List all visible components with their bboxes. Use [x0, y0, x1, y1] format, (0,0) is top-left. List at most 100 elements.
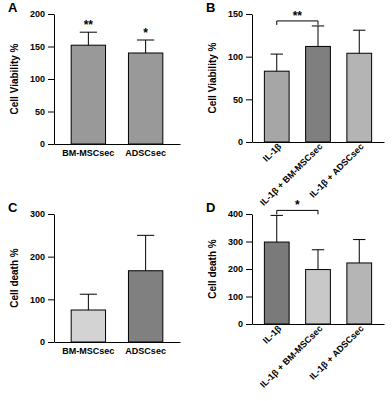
y-tick-mark [48, 112, 54, 113]
y-tick-mark [48, 144, 54, 145]
error-bar [312, 250, 324, 270]
plot-area [264, 26, 371, 142]
y-tick-label: 50 [233, 95, 243, 105]
bar [71, 45, 105, 144]
panel-title: C [8, 200, 18, 215]
y-tick-label: 100 [228, 292, 243, 302]
x-tick-label: BM-MSCsec [62, 148, 114, 158]
y-tick: 50 [35, 107, 54, 117]
x-axis: BM-MSCsecADSCsec [55, 144, 181, 158]
x-tick-label: IL-1β + ADSCsec [308, 323, 366, 381]
y-tick-mark [246, 324, 252, 325]
bar [347, 53, 372, 142]
y-tick-label: 0 [40, 139, 45, 149]
y-tick: 150 [228, 9, 252, 19]
y-axis: 050100150 [228, 9, 253, 147]
y-axis-title: Cell death % [9, 248, 20, 308]
y-tick: 400 [228, 209, 252, 219]
y-tick-label: 300 [30, 209, 45, 219]
error-bar [353, 30, 365, 53]
significance-label: * [295, 198, 300, 212]
x-axis: IL-1βIL-1β + BM-MSCsecIL-1β + ADSCsec [253, 141, 385, 208]
error-bar-cap [353, 30, 365, 31]
error-bar-stem [145, 235, 146, 270]
error-bar-cap [312, 249, 324, 250]
y-tick-mark [48, 14, 54, 15]
y-tick-mark [48, 299, 54, 300]
bar [128, 53, 162, 144]
bar [264, 71, 289, 142]
plot-area [264, 215, 371, 324]
panel: 0 100 200 300 BM-MSCsec ADSCsec Cell death % [9, 209, 181, 356]
error-bar-stem [145, 40, 146, 53]
y-tick-mark [246, 297, 252, 298]
bar [347, 263, 372, 324]
y-tick: 300 [228, 237, 252, 247]
y-tick-mark [246, 242, 252, 243]
y-tick: 150 [30, 42, 54, 52]
y-tick: 100 [30, 74, 54, 84]
significance-label: * [143, 26, 148, 40]
error-bar [137, 235, 154, 270]
y-tick: 100 [228, 292, 252, 302]
y-tick-label: 400 [228, 209, 243, 219]
figure: 0 50 100 150 200 BM-MSCsec ADSCsec Cell Viabili… [0, 0, 392, 401]
x-tick-label: IL-1β [261, 323, 284, 346]
error-bar-stem [359, 240, 360, 263]
y-axis: 0 100 200 300 [30, 209, 55, 347]
y-tick-label: 200 [228, 264, 243, 274]
bar [71, 310, 105, 342]
error-bar [137, 40, 154, 53]
y-tick-label: 200 [30, 9, 45, 19]
error-bar [271, 54, 283, 71]
y-axis-line [252, 15, 253, 143]
y-tick: 100 [30, 295, 54, 305]
bar [306, 270, 331, 324]
error-bar-cap [271, 215, 283, 216]
y-tick-label: 50 [35, 107, 45, 117]
y-tick-mark [48, 257, 54, 258]
x-tick-label: IL-1β [261, 141, 284, 164]
error-bar-stem [359, 30, 360, 53]
plot-area [71, 235, 163, 342]
x-tick: ADSCsec [125, 342, 166, 356]
y-tick: 0 [40, 337, 54, 347]
y-tick-mark [48, 79, 54, 80]
y-tick-mark [246, 99, 252, 100]
panel-title: D [206, 200, 215, 215]
panel: 0 50 100 150 200 BM-MSCsecADSCsec Cell Viabili… [9, 9, 181, 158]
error-bar-stem [276, 215, 277, 242]
error-bar-stem [276, 54, 277, 71]
y-axis: 0 50 100 150 200 [30, 9, 55, 149]
y-tick-label: 150 [30, 42, 45, 52]
error-bar [271, 215, 283, 242]
x-tick: IL-1β [261, 141, 284, 164]
y-tick: 200 [30, 9, 54, 19]
y-tick: 0 [238, 319, 252, 329]
error-bar [80, 32, 97, 45]
y-tick-label: 100 [228, 52, 243, 62]
x-axis: IL-1βIL-1β + BM-MSCsecIL-1β + ADSCsec [253, 323, 385, 390]
y-tick-label: 100 [30, 74, 45, 84]
x-axis: BM-MSCsec ADSCsec [55, 342, 181, 356]
y-axis-title: Cell Viability % [9, 43, 20, 114]
error-bar-cap [353, 239, 365, 240]
error-bar-cap [271, 54, 283, 55]
x-tick-label: ADSCsec [125, 346, 166, 356]
error-bar-cap [80, 294, 97, 295]
y-tick-label: 200 [30, 252, 45, 262]
y-tick-mark [48, 47, 54, 48]
x-tick: IL-1β + ADSCsec [308, 323, 366, 381]
panel-title: B [206, 0, 215, 15]
error-bar-stem [88, 294, 89, 310]
bar [306, 46, 331, 142]
y-tick: 50 [233, 95, 252, 105]
x-tick-label: BM-MSCsec [62, 346, 114, 356]
y-tick: 300 [30, 209, 54, 219]
error-bar-cap [137, 235, 154, 236]
y-tick-mark [48, 342, 54, 343]
y-axis-title: Cell death % [207, 239, 218, 299]
plot-area [71, 32, 163, 144]
significance-label: ** [293, 9, 303, 23]
error-bar-stem [318, 250, 319, 270]
